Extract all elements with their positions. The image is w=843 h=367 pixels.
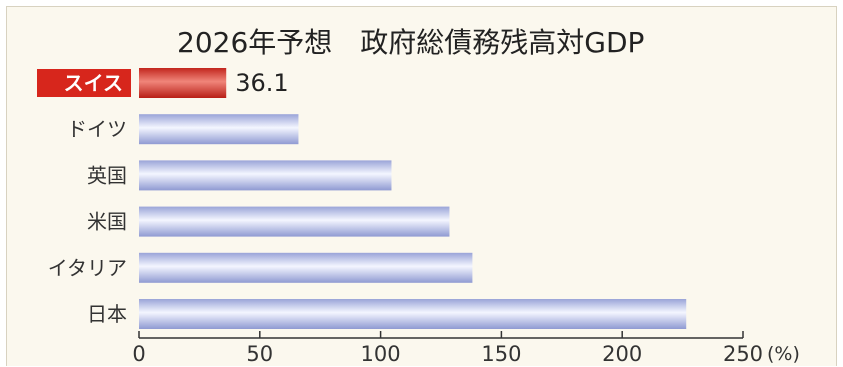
value-label: 36.1 xyxy=(235,69,288,97)
x-axis: 0 50 100 150 200 250 (%) xyxy=(132,331,800,366)
x-unit-label: (%) xyxy=(767,343,800,365)
bar xyxy=(139,299,687,329)
bar xyxy=(139,206,450,237)
x-tick-label: 100 xyxy=(361,342,401,366)
x-tick-label: 200 xyxy=(602,342,642,366)
category-label: スイス xyxy=(64,71,123,95)
bar xyxy=(139,252,473,283)
bars-layer xyxy=(139,68,687,329)
chart-frame: 2026年予想 政府総債務残高対GDP スイス 36.1 ドイツ英国米国イタリア日本… xyxy=(6,6,837,366)
category-label: 米国 xyxy=(87,210,127,234)
category-label: ドイツ xyxy=(67,117,127,141)
x-tick-label: 50 xyxy=(246,342,273,366)
bar-chart: 2026年予想 政府総債務残高対GDP スイス 36.1 ドイツ英国米国イタリア日本… xyxy=(37,26,800,366)
x-tick-label: 150 xyxy=(481,342,521,366)
bar xyxy=(139,68,227,98)
bar xyxy=(139,114,299,145)
category-label: イタリア xyxy=(48,256,127,280)
highlight-label-bg xyxy=(37,69,131,97)
x-tick-label: 250 xyxy=(723,342,763,366)
category-label: 日本 xyxy=(87,302,127,326)
category-label: 英国 xyxy=(87,163,127,187)
bar xyxy=(139,160,392,191)
chart-title: 2026年予想 政府総債務残高対GDP xyxy=(177,26,644,59)
x-tick-label: 0 xyxy=(132,342,145,366)
